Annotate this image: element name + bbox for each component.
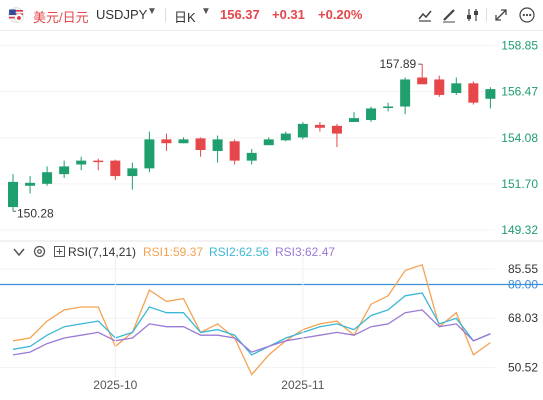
candlestick-chart[interactable]: 158.85 156.47 154.08 151.70 149.32 157.89 15… — [0, 31, 543, 400]
price-tick-label: 156.47 — [501, 85, 538, 99]
candle-body[interactable] — [314, 124, 325, 128]
divider — [486, 8, 487, 22]
candle-body[interactable] — [331, 125, 342, 134]
chart-line-icon[interactable] — [416, 6, 434, 24]
rsi3-value: RSI3:62.47 — [275, 245, 336, 259]
candle-body[interactable] — [383, 106, 394, 109]
pencil-icon[interactable] — [440, 6, 458, 24]
price-tick-label: 151.70 — [501, 177, 538, 191]
divider — [165, 8, 166, 22]
collapse-icon[interactable] — [12, 246, 26, 258]
candle-body[interactable] — [178, 139, 189, 144]
candle-body[interactable] — [212, 139, 223, 151]
price-tick-label: 154.08 — [501, 131, 538, 145]
rsi-series-line-rsi3 — [12, 309, 491, 356]
settings-icon[interactable] — [33, 245, 46, 258]
low-annotation: 150.28 — [17, 206, 54, 220]
time-tick-label: 2025-10 — [93, 378, 137, 392]
candle-body[interactable] — [263, 139, 274, 146]
candle-body[interactable] — [59, 166, 70, 175]
time-axis-labels: 2025-10 2025-11 — [93, 256, 325, 392]
price-change: +0.31 — [272, 7, 305, 22]
candle-body[interactable] — [161, 139, 172, 144]
price-change-pct: +0.20% — [318, 7, 363, 22]
price-tick-label: 149.32 — [501, 223, 538, 237]
candle-body[interactable] — [127, 168, 138, 177]
candle-body[interactable] — [93, 160, 104, 163]
candle-body[interactable] — [366, 108, 377, 121]
candles — [8, 64, 496, 212]
candle-body[interactable] — [195, 138, 206, 150]
rsi-tick-label: 85.55 — [508, 262, 538, 276]
candle-body[interactable] — [280, 133, 291, 141]
rsi-tick-label: 68.03 — [508, 311, 538, 325]
rsi-tick-label: 80.00 — [508, 278, 538, 292]
candle-body[interactable] — [229, 141, 240, 161]
last-price: 156.37 — [220, 7, 260, 22]
chevron-down-icon[interactable]: ▼ — [147, 6, 157, 17]
pair-name-cn[interactable]: 美元/日元 — [33, 10, 89, 25]
price-grid — [0, 45, 495, 231]
rsi-series-line-rsi1 — [12, 263, 491, 376]
period-select[interactable]: 日K — [174, 10, 196, 25]
candle-body[interactable] — [485, 89, 496, 99]
candle-body[interactable] — [468, 83, 479, 103]
candle-body[interactable] — [349, 118, 359, 122]
candle-body[interactable] — [246, 152, 257, 161]
rsi-grid — [0, 268, 495, 368]
candle-body[interactable] — [144, 139, 155, 169]
rsi-lines — [12, 263, 491, 376]
add-indicator-icon[interactable] — [54, 246, 65, 257]
rsi-series-line-rsi2 — [12, 292, 491, 356]
us-flag-icon — [8, 7, 24, 23]
price-axis-labels: 158.85 156.47 154.08 151.70 149.32 — [501, 39, 538, 237]
time-tick-label: 2025-11 — [281, 378, 324, 392]
rsi2-value: RSI2:62.56 — [209, 245, 270, 259]
rsi-axis-labels: 85.55 80.00 68.03 50.52 — [508, 262, 538, 375]
rsi1-value: RSI1:59.37 — [143, 245, 204, 259]
chevron-down-icon[interactable]: ▼ — [201, 6, 211, 17]
indicator-name[interactable]: RSI(7,14,21) — [68, 245, 137, 259]
pair-code[interactable]: USDJPY — [96, 7, 148, 22]
chart-header: 美元/日元 USDJPY ▼ 日K ▼ 156.37 +0.31 +0.20% — [0, 0, 543, 31]
candle-body[interactable] — [434, 79, 445, 95]
candle-body[interactable] — [400, 79, 411, 107]
expand-icon[interactable] — [492, 6, 510, 24]
candle-body[interactable] — [42, 172, 53, 184]
candle-body[interactable] — [110, 160, 121, 177]
candle-body[interactable] — [8, 181, 18, 208]
candle-body[interactable] — [451, 83, 462, 93]
candle-body[interactable] — [25, 182, 36, 186]
candle-body[interactable] — [417, 77, 428, 85]
candle-body[interactable] — [297, 123, 308, 138]
rsi-tick-label: 50.52 — [508, 360, 538, 374]
more-icon[interactable] — [518, 6, 536, 24]
high-annotation: 157.89 — [379, 57, 416, 71]
candle-body[interactable] — [76, 160, 87, 165]
price-tick-label: 158.85 — [501, 39, 538, 53]
settings-icon[interactable] — [464, 6, 482, 24]
indicator-bar: RSI(7,14,21) RSI1:59.37 RSI2:62.56 RSI3:… — [0, 242, 380, 262]
